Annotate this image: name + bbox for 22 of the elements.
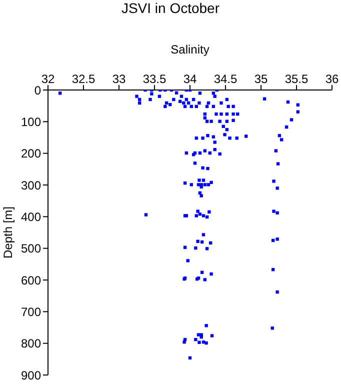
x-tick-label: 36: [325, 72, 339, 86]
x-tick-label: 35: [254, 72, 268, 86]
y-tick-label: 400: [20, 210, 42, 224]
chart-title: JSVI in October: [120, 0, 221, 16]
y-tick-label: 300: [20, 178, 42, 192]
x-tick-label: 33.5: [142, 72, 166, 86]
x-tick-label: 34.5: [214, 72, 238, 86]
y-tick-label: 100: [20, 114, 42, 129]
y-tick-label: 700: [20, 304, 42, 319]
y-tick-label: 900: [20, 368, 42, 382]
y-axis-title: Depth [m]: [1, 206, 15, 259]
y-tick-label: 500: [20, 242, 42, 256]
y-tick-label: 600: [20, 273, 42, 288]
y-tick-label: 800: [20, 336, 42, 351]
x-axis-title: Salinity: [170, 42, 210, 57]
x-tick-label: 32: [41, 72, 55, 86]
y-tick-label: 0: [34, 83, 42, 98]
x-tick-label: 33: [112, 72, 126, 86]
y-tick-label: 200: [20, 146, 42, 161]
x-tick-label: 32.5: [72, 72, 96, 86]
x-tick-label: 34: [183, 72, 197, 86]
x-tick-label: 35.5: [284, 72, 308, 86]
